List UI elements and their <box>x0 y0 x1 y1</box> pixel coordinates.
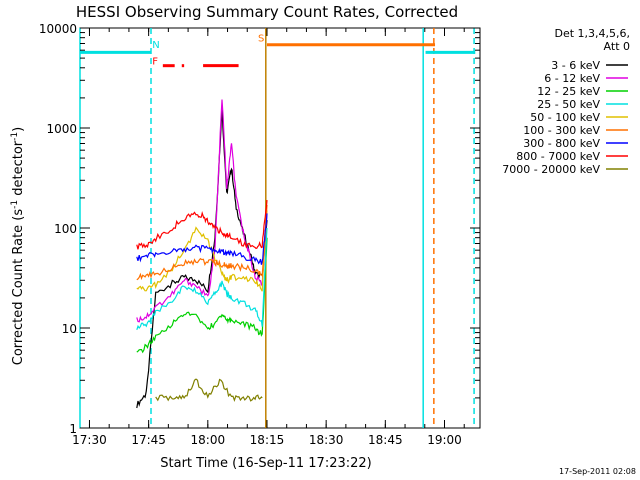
y-tick-label-3: 1000 <box>46 122 77 136</box>
x-tick-label-2: 18:00 <box>191 433 226 447</box>
series-line-1 <box>136 99 268 323</box>
y-tick-label-0: 1 <box>69 422 77 436</box>
x-axis-label: Start Time (16-Sep-11 17:23:22) <box>160 456 371 471</box>
y-tick-label-2: 100 <box>54 222 77 236</box>
chart-title: HESSI Observing Summary Count Rates, Cor… <box>76 3 458 21</box>
legend-label-3: 25 - 50 keV <box>537 98 600 111</box>
x-tick-label-4: 18:30 <box>309 433 344 447</box>
legend-label-1: 6 - 12 keV <box>544 72 600 85</box>
series-line-7 <box>136 200 268 250</box>
series-line-3 <box>136 227 268 330</box>
y-axis-label: Corrected Count Rate (s-1 detector-1) <box>10 127 26 365</box>
series-line-6 <box>136 213 268 265</box>
series-line-5 <box>136 204 268 281</box>
legend-label-4: 50 - 100 keV <box>530 111 600 124</box>
legend-header-attenuator: Att 0 <box>604 40 630 53</box>
series-line-2 <box>136 237 268 354</box>
y-tick-label-4: 10000 <box>39 22 77 36</box>
y-tick-label-1: 10 <box>62 322 77 336</box>
x-tick-label-0: 17:30 <box>72 433 107 447</box>
x-tick-label-1: 17:45 <box>131 433 166 447</box>
series-line-0 <box>136 108 268 409</box>
x-tick-label-6: 19:00 <box>427 433 462 447</box>
annotation-label-s: S <box>258 34 264 45</box>
legend-header-detectors: Det 1,3,4,5,6, <box>554 27 630 40</box>
x-tick-label-3: 18:15 <box>250 433 285 447</box>
x-tick-label-5: 18:45 <box>368 433 403 447</box>
legend-label-8: 7000 - 20000 keV <box>502 163 600 176</box>
legend-label-5: 100 - 300 keV <box>523 124 600 137</box>
legend-label-2: 12 - 25 keV <box>537 85 600 98</box>
footer-timestamp: 17-Sep-2011 02:08 <box>559 467 636 476</box>
annotation-label-f: F <box>152 57 158 68</box>
series-line-8 <box>155 378 263 402</box>
plot-area: NF S 17:30 17:45 18:00 18:15 18:30 18:45 19:00 1 1… <box>39 22 481 447</box>
plot-frame <box>79 27 481 429</box>
annotation-label-n: N <box>152 40 159 51</box>
legend-label-7: 800 - 7000 keV <box>516 150 600 163</box>
legend-label-0: 3 - 6 keV <box>551 59 600 72</box>
series-line-4 <box>136 210 268 292</box>
legend-label-6: 300 - 800 keV <box>523 137 600 150</box>
